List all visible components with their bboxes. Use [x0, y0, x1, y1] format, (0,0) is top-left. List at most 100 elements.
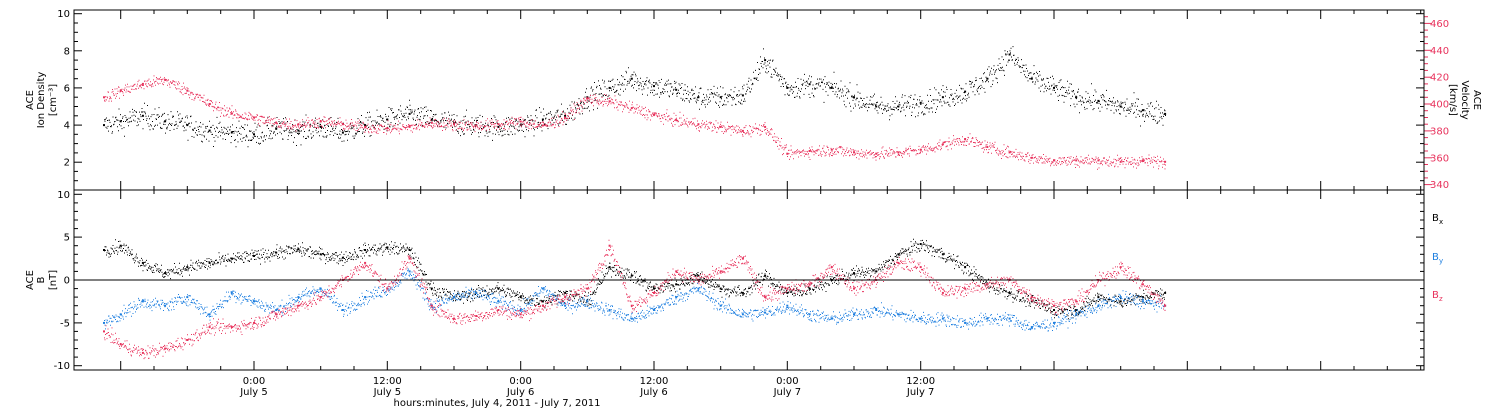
by-point [186, 296, 189, 299]
bx-point [364, 249, 367, 251]
bz-point [453, 317, 455, 320]
bx-point [275, 251, 278, 254]
bz-point [103, 330, 105, 333]
top-right-ylabel-line3: [km/s] [1447, 84, 1458, 116]
top-left-y-tick-label: 4 [64, 121, 70, 132]
density-point [430, 118, 433, 121]
top-right-ylabel-line1: ACE [1471, 90, 1482, 110]
by-point [741, 313, 744, 316]
velocity-point [586, 97, 589, 100]
velocity-point [297, 123, 300, 126]
bx-point [164, 272, 167, 275]
density-point [697, 96, 700, 99]
density-point [364, 124, 367, 127]
by-point [519, 309, 522, 311]
top-left-y-tick-label: 10 [57, 9, 70, 20]
velocity-point [941, 143, 944, 146]
bx-point [1141, 296, 1144, 299]
by-point [1008, 317, 1011, 320]
by-point [341, 309, 344, 311]
velocity-point [119, 89, 122, 92]
bz-point [1053, 304, 1055, 307]
bx-point [608, 266, 611, 269]
bz-point [164, 347, 167, 350]
bx-point [853, 272, 855, 275]
bz-point [675, 270, 678, 273]
by-point [408, 270, 411, 273]
bz-point [964, 287, 967, 290]
density-point [186, 124, 189, 127]
density-point [230, 131, 233, 134]
by-point [103, 321, 105, 324]
bx-point [297, 248, 300, 251]
density-point [141, 114, 144, 117]
by-point [253, 300, 255, 303]
density-point [319, 125, 322, 128]
top-left-y-tick-label: 8 [64, 46, 70, 57]
density-point [1164, 112, 1167, 115]
bx-point [697, 274, 700, 277]
bottom-panel-data [103, 238, 1167, 360]
x-tick-time-label: 0:00 [509, 376, 531, 387]
by-point [986, 317, 989, 320]
top-right-y-tick-label: 340 [1430, 180, 1449, 191]
legend-by-label: B [1432, 252, 1439, 263]
bx-point [1097, 296, 1100, 299]
top-left-ylabel-line3: [cm⁻³] [48, 84, 59, 116]
density-point [564, 114, 567, 117]
x-tick-time-label: 12:00 [640, 376, 669, 387]
by-point [564, 304, 567, 307]
density-point [630, 77, 633, 80]
top-right-y-tick-label: 360 [1430, 153, 1449, 164]
bz-trace [104, 239, 1166, 360]
by-point [608, 309, 611, 311]
velocity-point [1097, 159, 1100, 162]
bz-series [103, 239, 1167, 360]
velocity-point [103, 96, 105, 99]
density-point [119, 120, 122, 123]
density-point [1119, 105, 1122, 108]
density-point [675, 88, 678, 91]
density-point [808, 83, 811, 86]
by-point [1097, 304, 1100, 307]
x-tick-time-label: 12:00 [373, 376, 402, 387]
by-point [675, 296, 678, 299]
velocity-point [764, 125, 767, 128]
velocity-point [719, 125, 722, 128]
density-point [764, 59, 767, 62]
bz-point [853, 287, 855, 290]
top-right-y-tick-label: 460 [1430, 19, 1449, 30]
velocity-point [919, 148, 922, 151]
x-tick-date-label: July 5 [239, 387, 268, 398]
top-left-y-tick-label: 6 [64, 83, 70, 94]
by-trace [104, 268, 1166, 332]
x-tick-time-label: 12:00 [906, 376, 935, 387]
bz-point [253, 321, 255, 324]
density-point [919, 101, 922, 104]
legend-bx-label: B [1432, 213, 1439, 224]
x-axis-title: hours:minutes, July 4, 2011 - July 7, 20… [394, 398, 601, 409]
density-point [1053, 86, 1055, 89]
density-point [408, 112, 411, 115]
velocity-point [675, 119, 678, 122]
bx-point [964, 266, 967, 269]
by-point [697, 287, 700, 290]
bx-point [786, 291, 789, 294]
bz-point [919, 266, 922, 269]
bottom-y-tick-label: 0 [64, 276, 70, 287]
by-point [319, 287, 322, 290]
by-point [786, 304, 789, 307]
bz-point [808, 283, 811, 286]
velocity-point [608, 100, 611, 103]
bz-point [408, 257, 411, 260]
bx-point [808, 287, 811, 290]
x-tick-time-label: 0:00 [776, 376, 798, 387]
top-panel-data [103, 46, 1167, 170]
velocity-point [741, 129, 744, 132]
density-point [741, 94, 744, 97]
bx-point [230, 257, 233, 260]
bx-point [1008, 291, 1011, 294]
density-point [608, 86, 611, 89]
